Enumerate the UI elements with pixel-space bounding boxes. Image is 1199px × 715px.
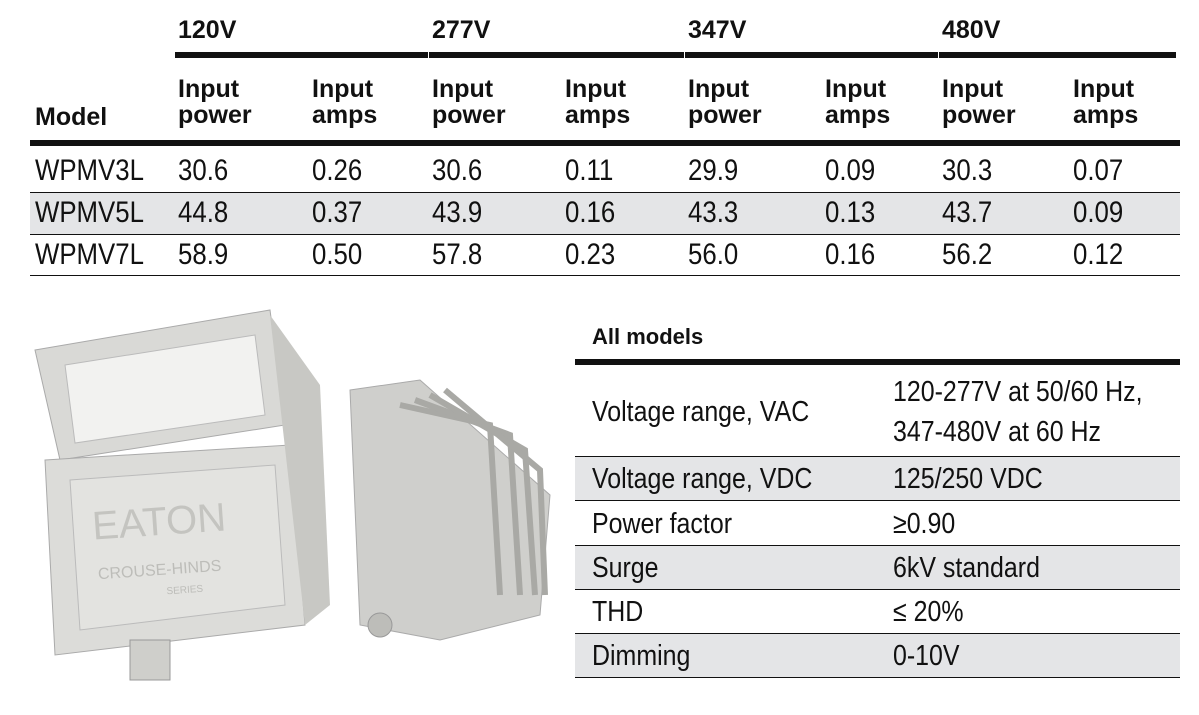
row-rule bbox=[575, 633, 1180, 634]
label-cell: Voltage range, VAC bbox=[592, 396, 810, 428]
cell: 0.16 bbox=[565, 196, 616, 229]
row-rule bbox=[575, 545, 1180, 546]
cell: 0.07 bbox=[1073, 154, 1124, 187]
header-rule bbox=[575, 359, 1180, 365]
cell: WPMV5L bbox=[35, 196, 144, 229]
cell: 43.3 bbox=[688, 196, 739, 229]
cell: 56.0 bbox=[688, 238, 739, 271]
cell: 0.50 bbox=[312, 238, 363, 271]
cell: 30.6 bbox=[432, 154, 483, 187]
voltage-header: 277V bbox=[432, 16, 491, 44]
column-header: Input amps bbox=[1073, 75, 1139, 129]
row-rule bbox=[575, 456, 1180, 457]
group-rule bbox=[685, 52, 938, 58]
label-cell: Voltage range, VDC bbox=[592, 463, 813, 495]
all-models-title: All models bbox=[592, 324, 704, 349]
group-rule bbox=[175, 52, 428, 58]
cell: 0.26 bbox=[312, 154, 363, 187]
value-cell: 0-10V bbox=[893, 640, 960, 672]
model-header: Model bbox=[35, 103, 108, 131]
label-cell: Surge bbox=[592, 552, 659, 584]
row-shade bbox=[575, 546, 1180, 590]
column-header: Input power bbox=[688, 75, 762, 129]
cell: 0.23 bbox=[565, 238, 616, 271]
logo-series: SERIES bbox=[166, 584, 204, 598]
header-rule bbox=[30, 140, 1180, 146]
row-rule bbox=[30, 275, 1180, 276]
value-cell: 120-277V at 50/60 Hz, 347-480V at 60 Hz bbox=[893, 376, 1143, 448]
row-shade bbox=[575, 634, 1180, 678]
cell: 56.2 bbox=[942, 238, 993, 271]
voltage-header: 120V bbox=[178, 16, 237, 44]
cell: 43.9 bbox=[432, 196, 483, 229]
value-cell: ≥0.90 bbox=[893, 507, 956, 540]
row-rule bbox=[575, 500, 1180, 501]
column-header: Input amps bbox=[825, 75, 891, 129]
row-shade bbox=[30, 193, 1180, 234]
cell: 0.12 bbox=[1073, 238, 1124, 271]
column-header: Input power bbox=[178, 75, 252, 129]
row-rule bbox=[30, 192, 1180, 193]
value-cell: 6kV standard bbox=[893, 552, 1040, 584]
cell: 0.09 bbox=[1073, 196, 1124, 229]
value-cell: ≤ 20% bbox=[893, 596, 964, 628]
cell: 0.13 bbox=[825, 196, 876, 229]
cell: 29.9 bbox=[688, 154, 739, 187]
label-cell: Power factor bbox=[592, 507, 733, 540]
row-rule bbox=[575, 589, 1180, 590]
voltage-header: 347V bbox=[688, 16, 747, 44]
cell: 44.8 bbox=[178, 196, 229, 229]
voltage-header: 480V bbox=[942, 16, 1001, 44]
cell: 0.11 bbox=[565, 154, 614, 187]
row-rule bbox=[30, 234, 1180, 235]
cell: 0.37 bbox=[312, 196, 363, 229]
group-rule bbox=[429, 52, 684, 58]
cell: 30.3 bbox=[942, 154, 993, 187]
row-rule bbox=[575, 677, 1180, 678]
cell: 57.8 bbox=[432, 238, 483, 271]
row-shade bbox=[575, 457, 1180, 501]
column-header: Input amps bbox=[565, 75, 631, 129]
product-photo: EATON CROUSE-HINDS SERIES bbox=[34, 309, 551, 681]
label-cell: THD bbox=[592, 596, 644, 628]
logo-brand: EATON bbox=[91, 495, 228, 548]
cell: 30.6 bbox=[178, 154, 229, 187]
column-header: Input power bbox=[432, 75, 506, 129]
cell: 43.7 bbox=[942, 196, 993, 229]
cell: 58.9 bbox=[178, 238, 229, 271]
value-cell: 125/250 VDC bbox=[893, 463, 1043, 495]
cell: WPMV3L bbox=[35, 154, 144, 187]
cell: WPMV7L bbox=[35, 238, 144, 271]
cell: 0.09 bbox=[825, 154, 876, 187]
cell: 0.16 bbox=[825, 238, 876, 271]
group-rule bbox=[939, 52, 1176, 58]
column-header: Input amps bbox=[312, 75, 378, 129]
label-cell: Dimming bbox=[592, 640, 691, 672]
column-header: Input power bbox=[942, 75, 1016, 129]
